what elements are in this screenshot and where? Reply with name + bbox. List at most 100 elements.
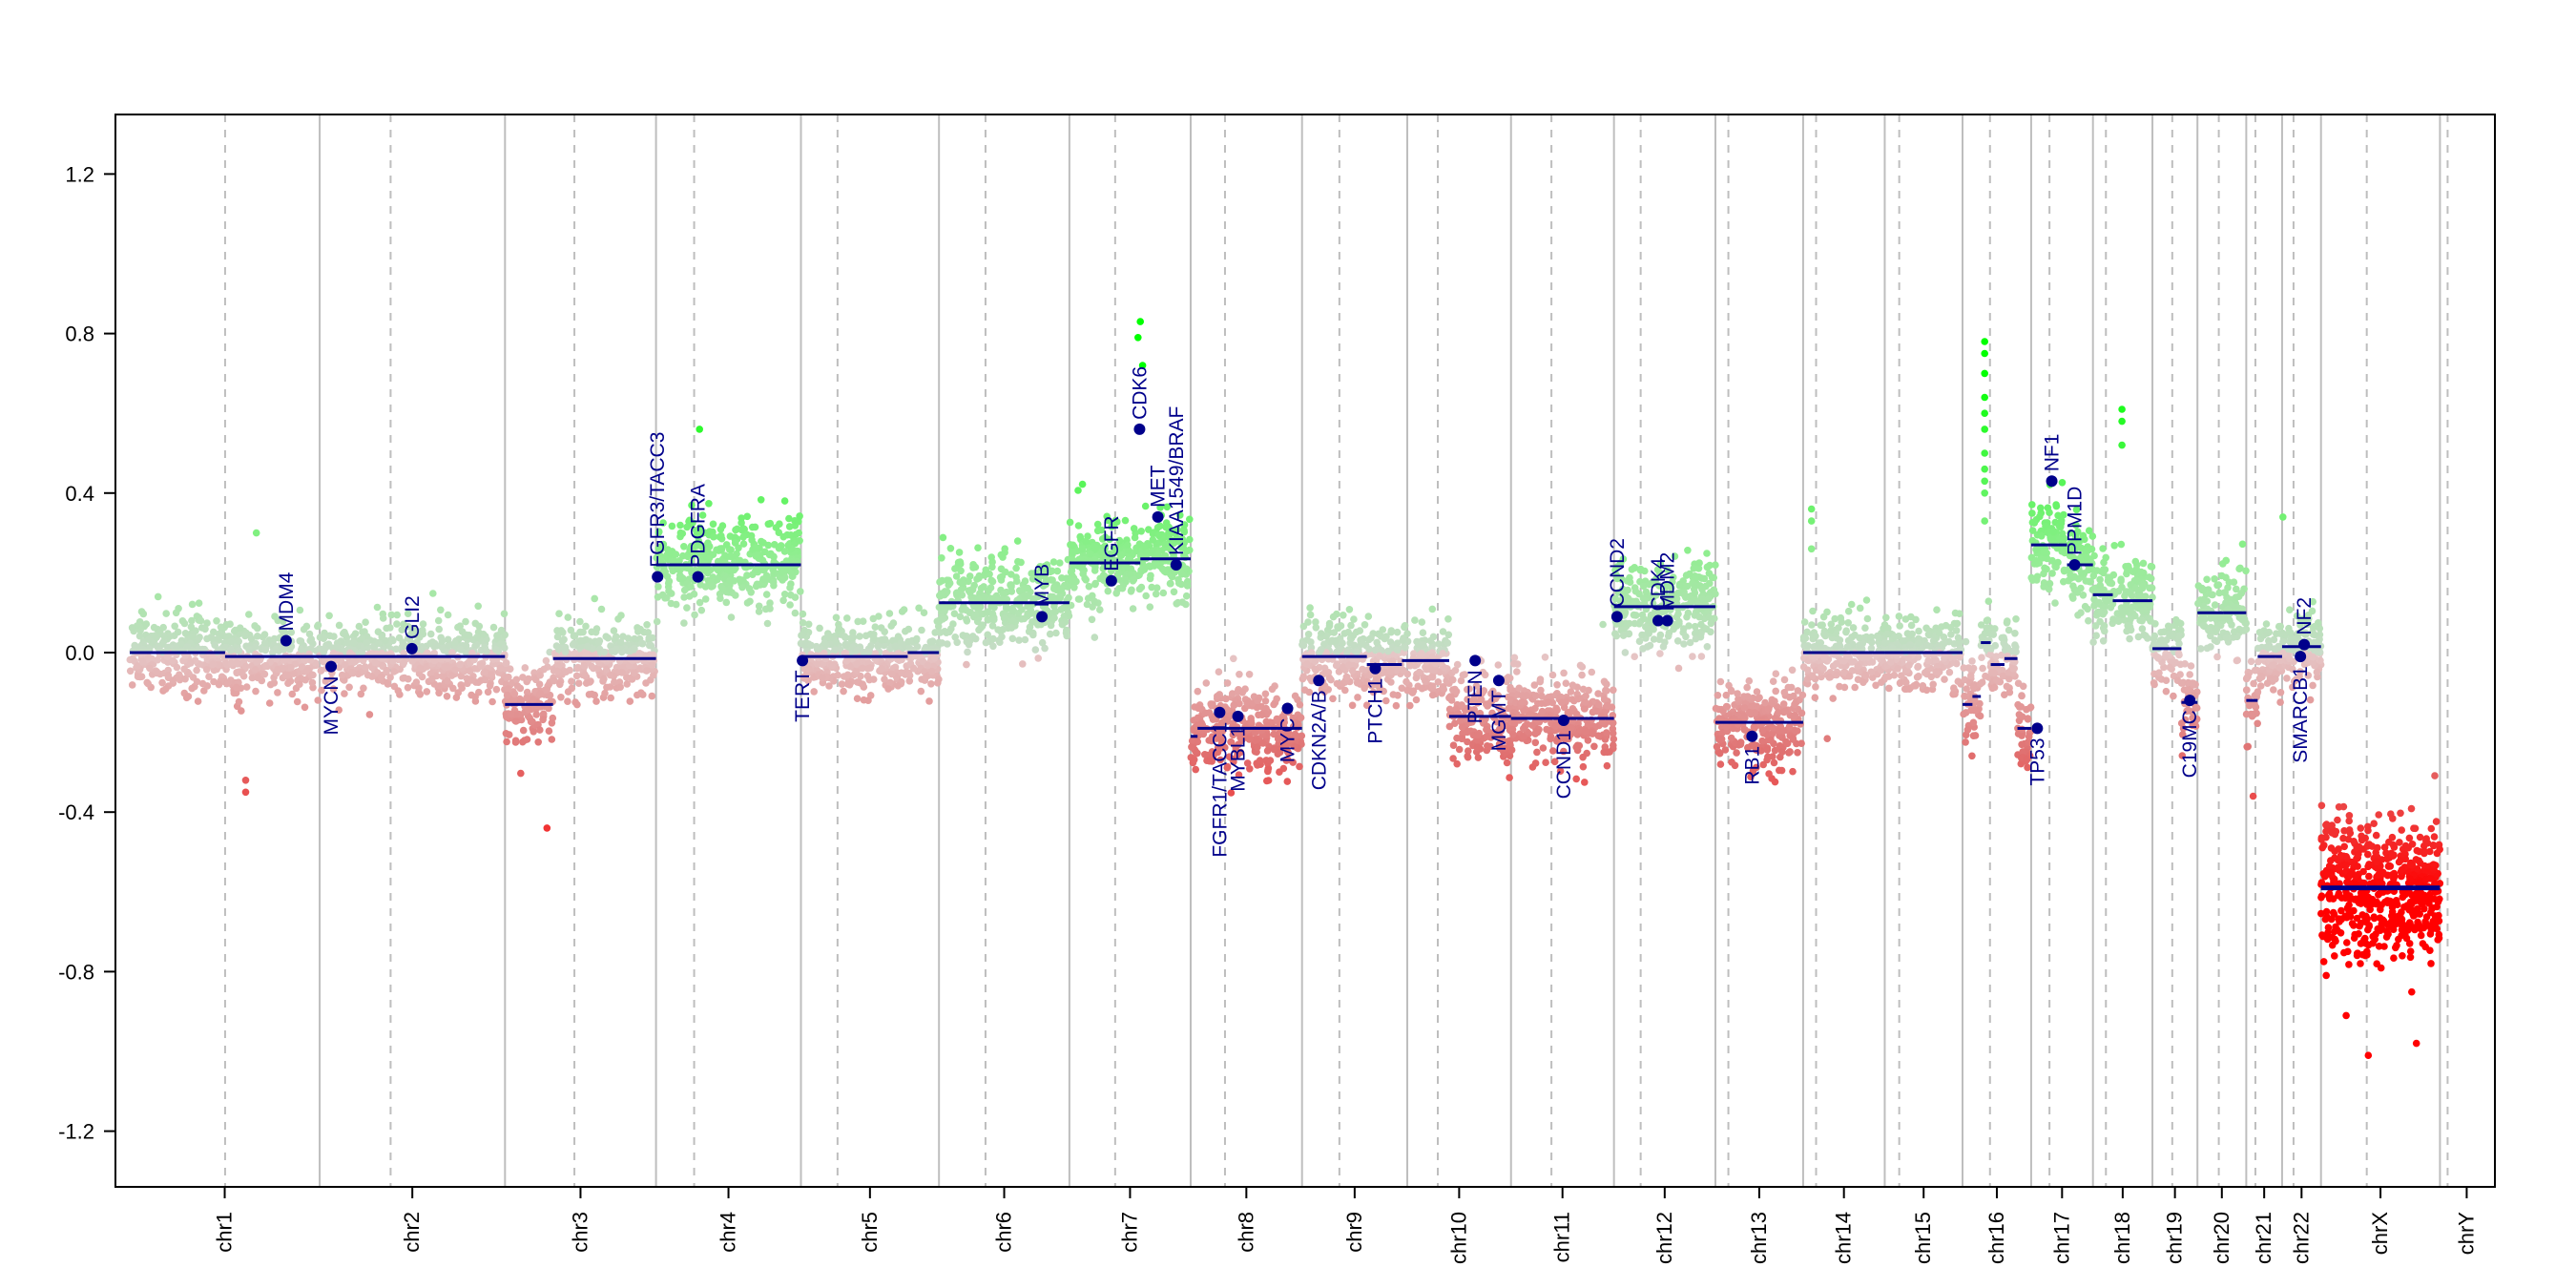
probe-point [325,632,334,640]
probe-point [1365,635,1373,644]
probe-point [1712,561,1719,569]
probe-point [959,632,967,639]
probe-point [247,634,256,643]
probe-point [1603,701,1611,710]
probe-point [576,636,585,645]
probe-point [545,727,553,735]
probe-point [1856,604,1864,613]
probe-point [982,566,990,574]
probe-point [1154,531,1163,539]
probe-point [145,645,154,654]
probe-point [1603,687,1610,695]
probe-point [166,633,174,640]
probe-point [557,694,565,701]
probe-point [1609,719,1617,727]
probe-point [935,603,944,612]
probe-point [493,632,501,639]
probe-point [974,544,982,551]
probe-point [169,676,177,684]
probe-point [341,660,349,669]
probe-point [798,632,805,639]
probe-point [1031,646,1040,654]
probe-point [1519,733,1527,740]
probe-point [1255,711,1262,719]
probe-point [659,519,667,527]
probe-point [804,620,813,629]
probe-point [217,623,225,632]
probe-point [1104,587,1112,595]
probe-point [1384,647,1392,655]
probe-point [1509,730,1517,738]
probe-point [447,672,456,679]
probe-point [631,634,638,643]
probe-point [612,634,619,642]
probe-point [603,665,611,674]
probe-point [1336,645,1344,654]
probe-point [674,565,681,573]
probe-point [617,638,625,646]
probe-point [1067,568,1075,576]
probe-point [1791,700,1798,709]
probe-point [680,619,688,627]
probe-point [1365,645,1373,654]
probe-point [1223,679,1232,687]
probe-point [1770,758,1778,767]
probe-point [1695,559,1703,567]
probe-point [564,697,571,705]
probe-point [322,677,330,685]
probe-point [959,579,967,588]
probe-point [582,635,590,644]
probe-point [1354,694,1361,701]
probe-point [290,670,298,677]
probe-point [488,697,496,706]
probe-point [840,687,847,696]
probe-point [1513,668,1521,675]
probe-point [1008,624,1016,632]
probe-point [582,622,590,631]
probe-point [335,706,343,714]
probe-point [1028,610,1035,617]
probe-point [1083,600,1091,609]
probe-point [1714,692,1722,699]
probe-point [183,643,192,651]
probe-point [891,642,900,651]
probe-point [1146,603,1154,611]
probe-point [126,667,135,675]
probe-point [1777,766,1786,775]
probe-point [583,642,592,651]
probe-point [235,637,242,646]
probe-point [438,637,447,645]
probe-point [1582,692,1589,700]
probe-point [135,632,144,640]
probe-point [1568,681,1577,689]
probe-point [160,633,168,640]
probe-point [771,541,779,549]
probe-point [1743,683,1751,692]
probe-point [818,674,826,682]
probe-point [1021,635,1029,644]
probe-point [1137,583,1146,592]
probe-point [456,660,464,669]
probe-point [1387,627,1396,634]
probe-point [1772,670,1780,677]
probe-point [792,530,800,538]
probe-point [600,648,609,656]
probe-point [1254,696,1261,705]
probe-point [1681,592,1689,599]
probe-point [1703,550,1711,557]
probe-point [1348,667,1357,675]
probe-point [164,666,172,675]
probe-point [953,589,961,597]
probe-points [126,318,2444,1059]
probe-point [215,680,223,689]
probe-point [878,635,885,644]
probe-point [301,703,309,712]
probe-point [1145,526,1153,533]
probe-point [1008,634,1017,643]
probe-point [543,686,551,694]
probe-point [603,683,611,692]
probe-point [845,681,854,689]
probe-point [188,684,196,693]
probe-point [297,637,305,645]
probe-point [696,598,704,607]
